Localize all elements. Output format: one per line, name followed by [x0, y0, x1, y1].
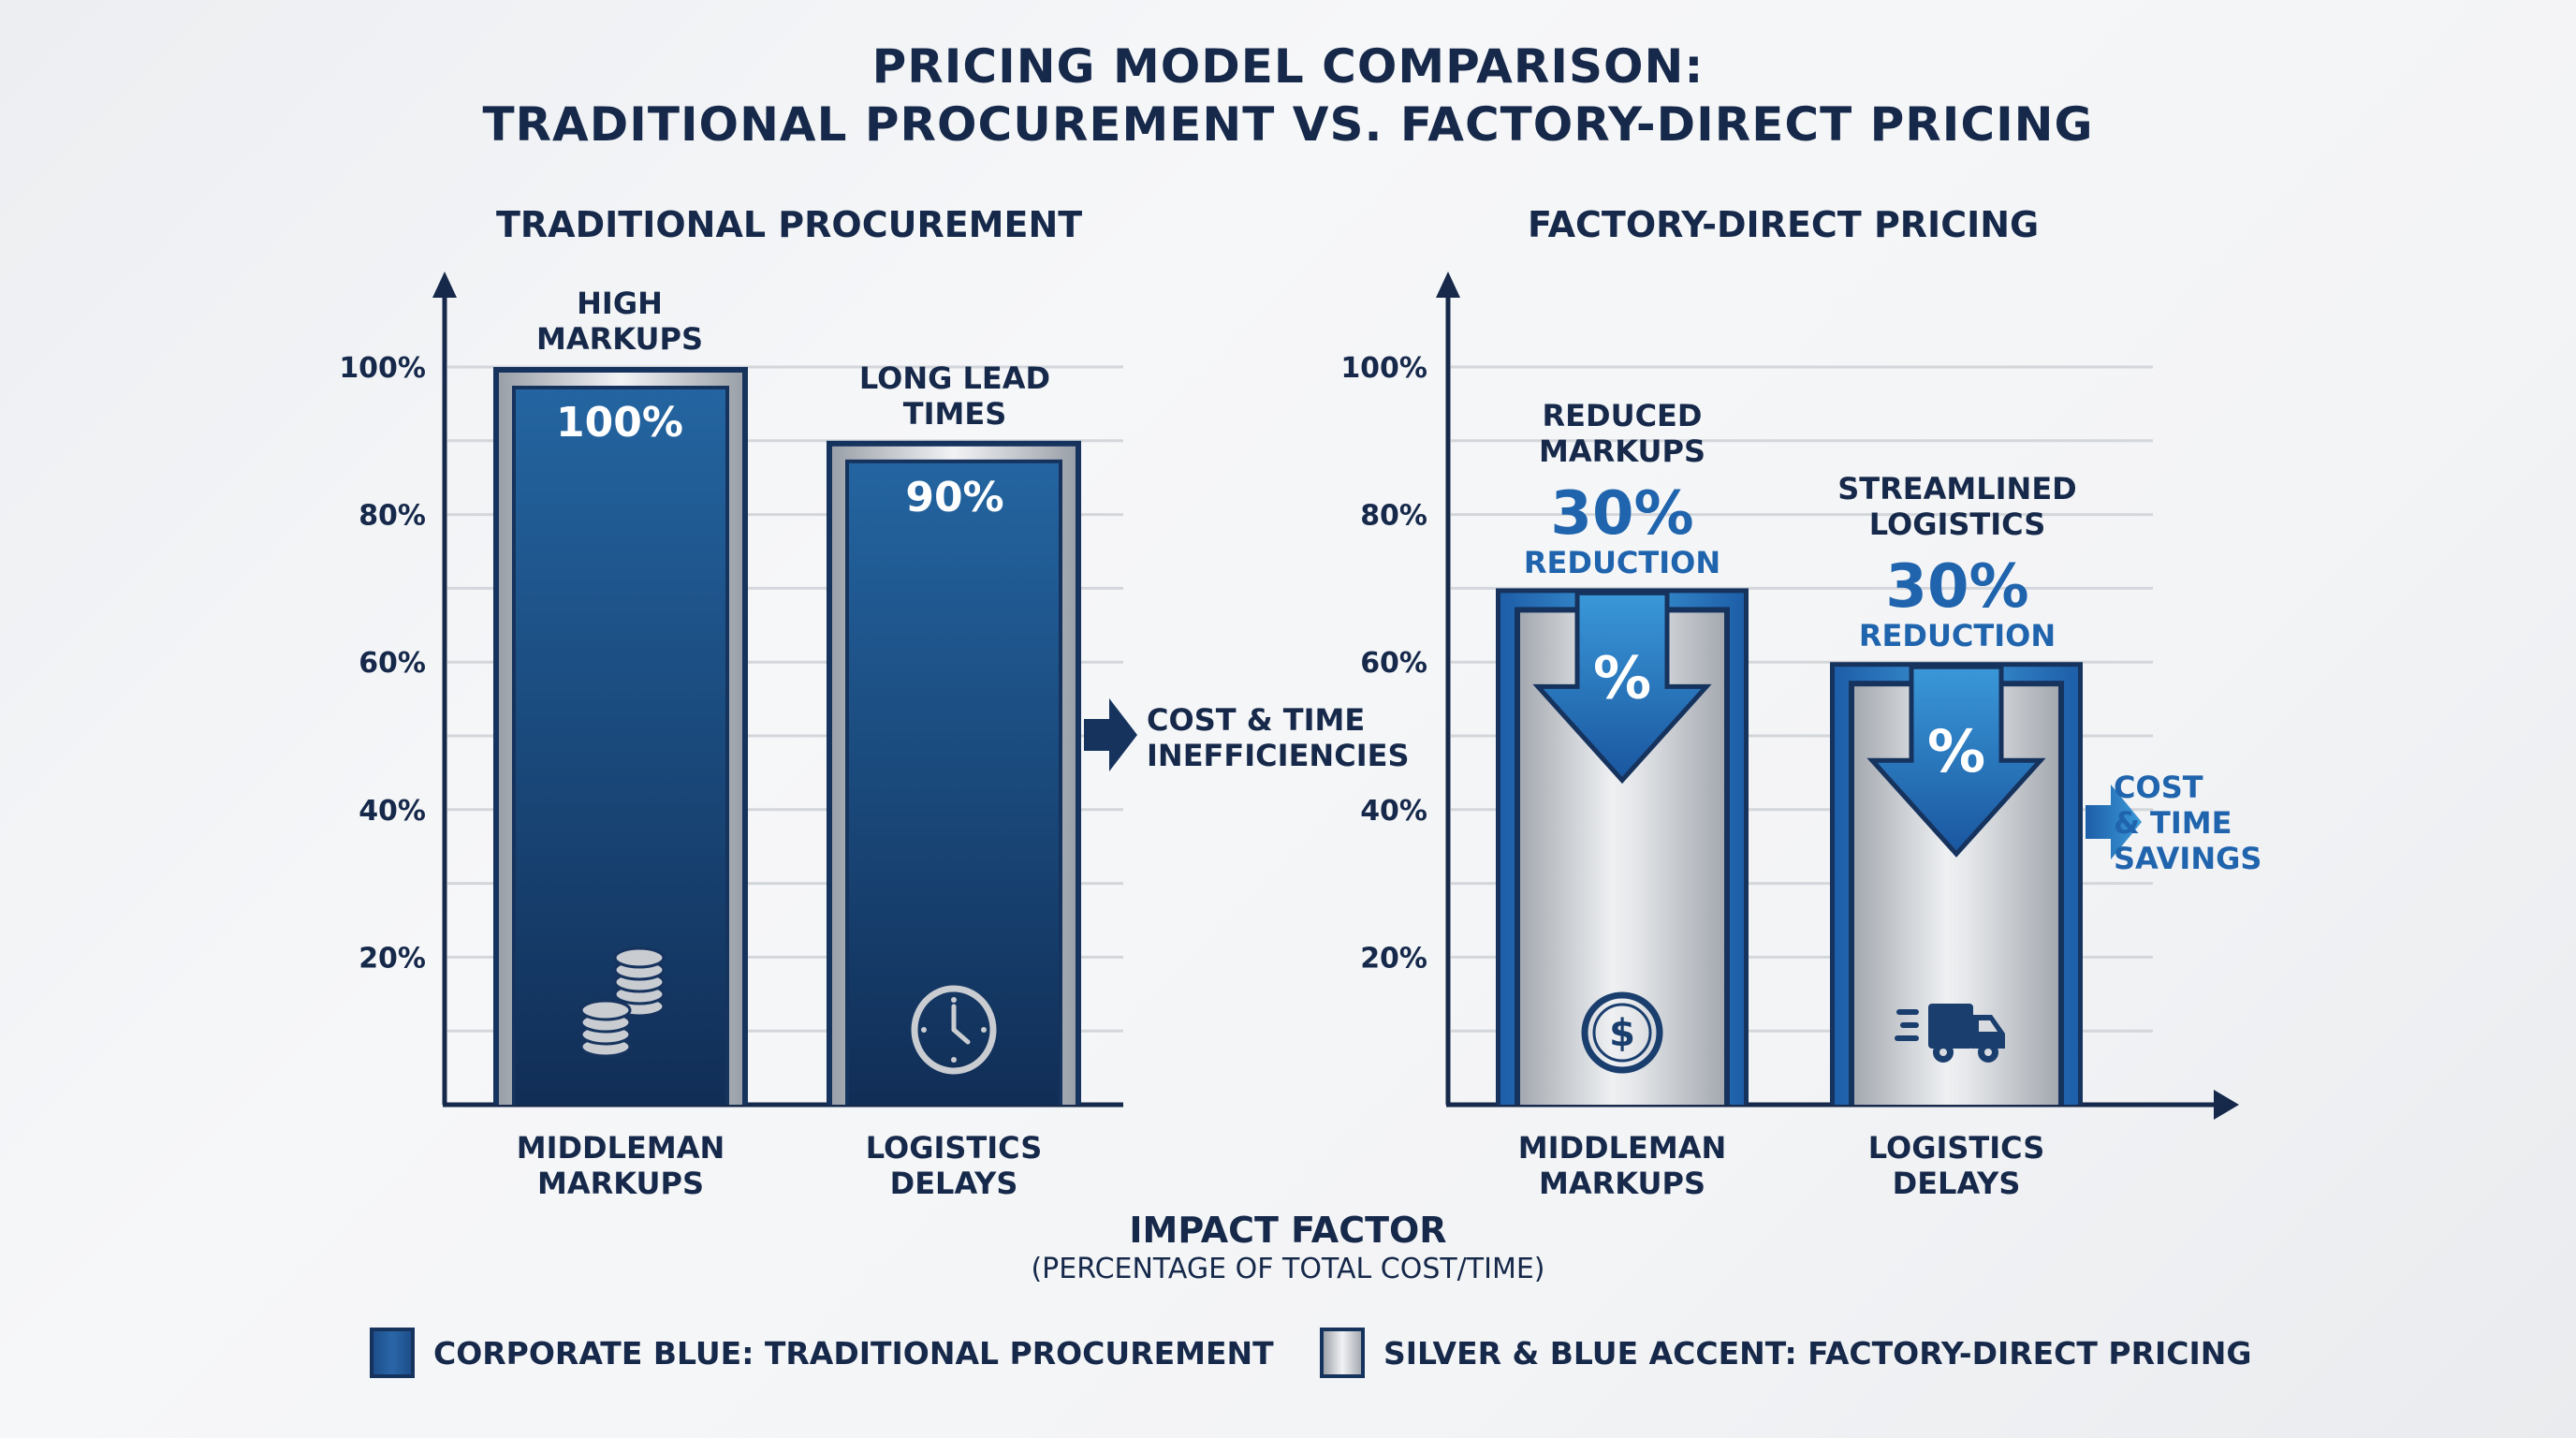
legend-item-traditional: CORPORATE BLUE: TRADITIONAL PROCUREMENT — [370, 1328, 1274, 1378]
y-tick-label: 100% — [339, 352, 426, 385]
category-label: MARKUPS — [1539, 1166, 1705, 1201]
chart-title-line-2: TRADITIONAL PROCUREMENT VS. FACTORY-DIRE… — [482, 97, 2094, 152]
y-tick-label: 60% — [1360, 647, 1427, 680]
annotation-high: HIGH — [577, 286, 663, 321]
bar-factory-direct: %$ — [1496, 588, 1749, 1105]
category-label: DELAYS — [1893, 1166, 2021, 1201]
annotation-times: TIMES — [903, 396, 1006, 432]
clock-icon — [911, 985, 997, 1075]
x-axis-sublabel: (PERCENTAGE OF TOTAL COST/TIME) — [1031, 1253, 1545, 1285]
percent-glyph: % — [1593, 643, 1651, 712]
coin-stack-icon — [579, 946, 666, 1058]
bar-value-label: 100% — [556, 399, 683, 447]
callout-line-2: INEFFICIENCIES — [1147, 738, 1410, 773]
left-y-axis — [432, 271, 457, 1105]
speed-line — [1895, 1035, 1919, 1041]
callout-line-2: & TIME — [2114, 805, 2232, 841]
percent-glyph: % — [1927, 717, 1985, 785]
speed-line — [1900, 1022, 1919, 1028]
dollar-glyph: $ — [1609, 1012, 1635, 1055]
right-x-axis-arrowhead — [2214, 1090, 2239, 1120]
legend-item-factory-direct: SILVER & BLUE ACCENT: FACTORY-DIRECT PRI… — [1320, 1328, 2251, 1378]
bar-factory-direct: % — [1830, 662, 2083, 1105]
right-panel-title: FACTORY-DIRECT PRICING — [1528, 204, 2040, 245]
annotation-reduced-markups: MARKUPS — [1539, 433, 1705, 469]
reduction-label: REDUCTION — [1859, 618, 2056, 653]
left-y-axis-arrowhead — [432, 271, 457, 298]
x-axis-label: IMPACT FACTOR — [1129, 1210, 1447, 1251]
annotation-logistics: LOGISTICS — [1869, 506, 2046, 542]
category-label: MIDDLEMAN — [1518, 1130, 1727, 1166]
reduction-label: REDUCTION — [1524, 545, 1720, 580]
y-tick-label: 20% — [1360, 942, 1427, 975]
y-tick-label: 20% — [359, 942, 426, 975]
dollar-coin-icon: $ — [1581, 991, 1663, 1074]
percent-down-arrow-icon: % — [1866, 664, 2046, 858]
y-tick-label: 60% — [359, 647, 426, 680]
bar-traditional — [493, 367, 748, 1105]
legend-label: CORPORATE BLUE: TRADITIONAL PROCUREMENT — [433, 1334, 1274, 1372]
y-tick-label: 40% — [1360, 795, 1427, 828]
category-label: MIDDLEMAN — [517, 1130, 725, 1166]
right-y-axis-arrowhead — [1436, 271, 1460, 298]
delivery-truck-icon — [1895, 1004, 2005, 1063]
bar-value-label: 90% — [905, 474, 1003, 521]
y-tick-label: 80% — [1360, 500, 1427, 533]
reduction-percent: 30% — [1550, 479, 1693, 549]
category-label: DELAYS — [890, 1166, 1018, 1201]
callout-line-1: COST & TIME — [1147, 702, 1365, 738]
y-tick-label: 100% — [1340, 352, 1427, 385]
legend-label: SILVER & BLUE ACCENT: FACTORY-DIRECT PRI… — [1383, 1334, 2252, 1372]
right-y-tick-labels: 20% 40% 60% 80% 100% — [1340, 352, 1427, 975]
category-label: LOGISTICS — [866, 1130, 1043, 1166]
right-y-axis — [1436, 271, 1460, 1105]
category-label: LOGISTICS — [1868, 1130, 2045, 1166]
annotation-reduced: REDUCED — [1543, 398, 1703, 433]
annotation-markups: MARKUPS — [536, 321, 703, 357]
right-bars: %$% — [1496, 588, 2083, 1105]
legend-swatch-silver — [1320, 1328, 1365, 1378]
y-tick-label: 80% — [359, 500, 426, 533]
annotation-streamlined: STREAMLINED — [1837, 471, 2076, 506]
y-tick-label: 40% — [359, 795, 426, 828]
inefficiencies-callout: COST & TIME INEFFICIENCIES — [1084, 698, 1410, 773]
percent-down-arrow-icon: % — [1532, 590, 1712, 785]
annotation-long-lead: LONG LEAD — [859, 360, 1050, 396]
left-y-tick-labels: 20% 40% 60% 80% 100% — [339, 352, 426, 975]
reduction-percent: 30% — [1885, 552, 2028, 622]
bar-traditional — [827, 440, 1081, 1105]
callout-arrow-icon — [2086, 785, 2142, 859]
left-bars — [493, 367, 1081, 1105]
category-labels: MIDDLEMANMARKUPSLOGISTICSDELAYSMIDDLEMAN… — [517, 1130, 2045, 1201]
speed-line — [1896, 1009, 1919, 1015]
callout-line-1: COST — [2114, 770, 2203, 805]
left-panel-title: TRADITIONAL PROCUREMENT — [496, 204, 1083, 245]
legend-swatch-corporate-blue — [370, 1328, 415, 1378]
callout-arrow-icon — [1084, 698, 1137, 771]
category-label: MARKUPS — [537, 1166, 704, 1201]
chart-title-line-1: PRICING MODEL COMPARISON: — [871, 39, 1705, 94]
savings-callout: COST & TIME SAVINGS — [2086, 770, 2261, 876]
callout-line-3: SAVINGS — [2114, 841, 2261, 876]
